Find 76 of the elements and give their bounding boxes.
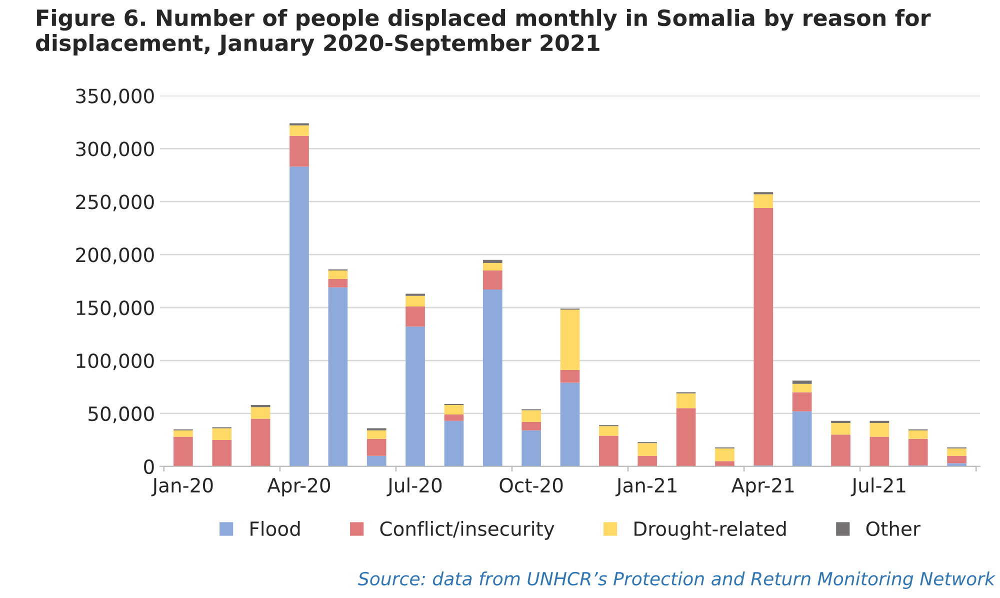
x-tick-label: Jul-21 [850,478,906,496]
bar [482,290,502,466]
bar [908,430,928,439]
bar [715,461,734,466]
legend-label: Conflict/insecurity [380,521,554,540]
chart-title: Figure 6. Number of people displaced monthly in Somalia by reason for displacement, January 2020-September 2021 [36,8,931,56]
bar [676,393,696,408]
bar [831,420,850,424]
x-tick-label: Oct-20 [500,478,563,493]
bar [792,380,812,384]
bar [754,194,774,208]
y-tick-label: 100,000 [76,353,154,370]
bar [638,456,658,466]
bar [444,414,464,421]
bar [831,423,850,435]
bar [406,296,425,306]
bar [831,434,850,466]
y-tick-label: 0 [144,459,154,474]
bar [870,423,890,437]
bar [792,384,812,392]
y-tick-label: 350,000 [76,88,154,106]
bar [676,408,696,466]
legend-label: Other [866,521,920,536]
bar [638,443,658,456]
x-tick-label: Jan-21 [615,478,676,496]
bar [328,287,348,466]
y-tick-label: 250,000 [76,194,154,212]
x-tick-label: Apr-21 [731,478,794,496]
bar [754,208,774,466]
bar [366,456,386,466]
bar [870,436,890,466]
legend-label: Flood [250,521,300,536]
bar [599,426,618,436]
bar [328,270,348,279]
y-tick-label: 200,000 [76,248,154,264]
bar [560,370,580,383]
bar [560,382,580,466]
source-note: Source: data from UNHCR’s Protection and Return Monitoring Network [358,572,996,590]
bar [366,438,386,456]
bar [406,326,425,466]
bar [870,420,890,424]
x-tick-label: Jul-20 [386,478,442,496]
bar [406,306,425,327]
y-tick-label: 150,000 [76,300,154,318]
bar [947,456,966,464]
bar [522,410,541,422]
bar [328,278,348,288]
bar [290,166,309,466]
bar [522,430,541,466]
y-tick-label: 300,000 [76,142,154,158]
x-tick-label: Jan-20 [151,478,213,496]
bar [792,411,812,466]
bar [250,418,270,466]
bar [290,125,309,136]
bar [174,430,193,437]
bar [366,430,386,439]
x-tick-label: Apr-20 [267,478,330,496]
bar [444,405,464,415]
bar [482,270,502,290]
bar [715,448,734,462]
bar [947,448,966,456]
y-tick-label: 50,000 [88,406,154,424]
bar [792,392,812,412]
bar [522,422,541,430]
bar [599,436,618,466]
bar [212,440,232,466]
bar [908,438,928,466]
bar [250,407,270,419]
bar [482,260,502,264]
bar [482,263,502,270]
bar [174,436,193,466]
bar [290,136,309,167]
bar [212,428,232,440]
legend-label: Drought-related [634,521,786,540]
bar [444,420,464,466]
bar [560,310,580,370]
